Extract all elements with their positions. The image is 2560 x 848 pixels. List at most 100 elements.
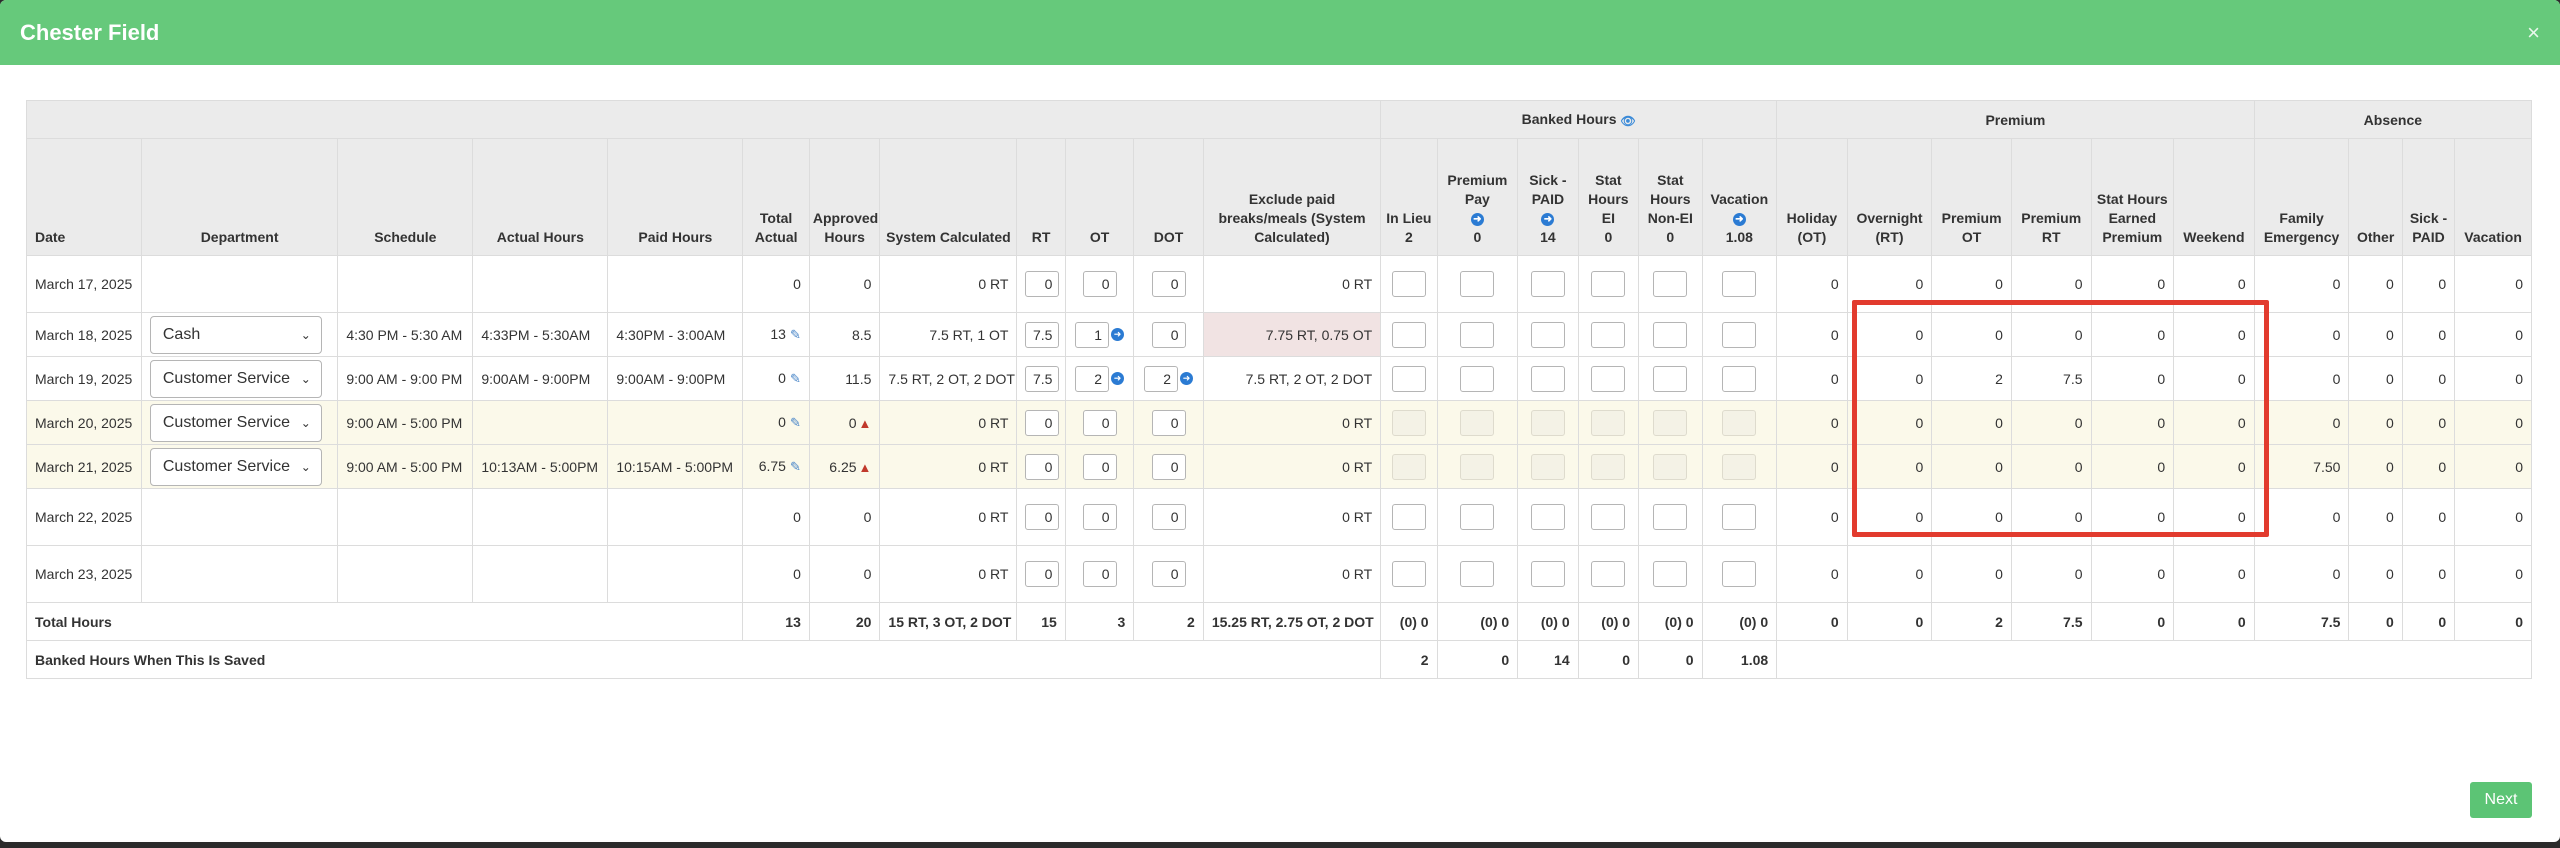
stat-ei-input[interactable] (1591, 271, 1626, 297)
premium-pay-input[interactable] (1460, 504, 1495, 530)
chevron-down-icon: ⌄ (300, 459, 311, 474)
ot-input[interactable]: 0 (1082, 271, 1117, 297)
in-lieu-input[interactable] (1391, 561, 1426, 587)
stat-ei-input[interactable] (1591, 365, 1626, 392)
pencil-icon[interactable]: ✎ (789, 327, 801, 342)
ot-input[interactable]: 0 (1082, 409, 1117, 436)
department-select[interactable]: Customer Service ⌄ (149, 447, 322, 486)
col-actual-hours: Actual Hours (472, 138, 609, 256)
dot-cell: 0 (1133, 545, 1204, 603)
in-lieu-input[interactable] (1391, 271, 1426, 297)
arrow-right-icon[interactable]: ➜ (1180, 372, 1194, 385)
dot-input[interactable]: 0 (1151, 453, 1186, 480)
eye-icon[interactable]: 👁 (1620, 113, 1636, 128)
next-button[interactable]: Next (2470, 782, 2532, 818)
vacation-bank-input[interactable] (1722, 365, 1757, 392)
stat-non-ei-input[interactable] (1653, 365, 1688, 392)
vacation-absence-total: 0 (2454, 602, 2532, 641)
premium-pay-input[interactable] (1460, 271, 1495, 297)
rt-cell: 7.5 (1016, 312, 1066, 357)
dot-input[interactable]: 0 (1151, 561, 1186, 587)
vacation-absence-cell: 0 (2454, 312, 2532, 357)
paid-hours-cell: 10:15AM - 5:00PM (607, 444, 744, 489)
arrow-right-icon[interactable]: ➜ (1732, 212, 1746, 226)
premium-pay-input[interactable] (1460, 365, 1495, 392)
sick-paid-input[interactable] (1530, 365, 1565, 392)
vacation-bank-input[interactable] (1722, 321, 1757, 348)
arrow-right-icon[interactable]: ➜ (1111, 372, 1125, 385)
col-vacation-absence: Vacation (2454, 138, 2532, 256)
sick-paid-input[interactable] (1530, 271, 1565, 297)
vacation-bank-input[interactable] (1722, 271, 1757, 297)
dot-input[interactable]: 0 (1151, 271, 1186, 297)
premium-pay-cell (1436, 312, 1519, 357)
in-lieu-cell (1380, 488, 1438, 546)
sick-paid-absence-cell: 0 (2401, 400, 2456, 445)
ot-input[interactable]: 0 (1082, 561, 1117, 587)
rt-input[interactable]: 0 (1025, 453, 1060, 480)
rt-input[interactable]: 7.5 (1025, 321, 1060, 348)
vacation-bank-input[interactable] (1722, 504, 1757, 530)
dot-input[interactable]: 0 (1151, 321, 1186, 348)
department-select[interactable]: Customer Service ⌄ (149, 359, 322, 398)
table-row: March 22, 2025 0 0 0 RT 0 0 0 0 RT 0 0 0 0 0 0 0 0 0 0 (26, 488, 2532, 546)
premium-pay-input[interactable] (1460, 561, 1495, 587)
stat-non-ei-input[interactable] (1653, 504, 1688, 530)
actual-hours-cell (472, 545, 609, 603)
weekend-cell: 0 (2173, 400, 2255, 445)
premium-pay-input[interactable] (1460, 321, 1495, 348)
stat-earned-cell: 0 (2090, 488, 2175, 546)
arrow-right-icon[interactable]: ➜ (1541, 212, 1555, 226)
actual-hours-cell (472, 255, 609, 313)
stat-non-ei-input[interactable] (1653, 561, 1688, 587)
in-lieu-input[interactable] (1391, 504, 1426, 530)
arrow-right-icon[interactable]: ➜ (1111, 328, 1125, 341)
rt-input[interactable]: 0 (1025, 409, 1060, 436)
in-lieu-cell (1380, 356, 1438, 401)
sick-paid-cell (1517, 444, 1579, 489)
pencil-icon[interactable]: ✎ (789, 459, 801, 474)
pencil-icon[interactable]: ✎ (789, 415, 801, 430)
sick-paid-input[interactable] (1530, 561, 1565, 587)
stat-non-ei-input[interactable] (1653, 321, 1688, 348)
in-lieu-input[interactable] (1391, 321, 1426, 348)
department-select[interactable]: Customer Service ⌄ (149, 403, 322, 442)
department-select[interactable]: Cash ⌄ (149, 315, 322, 354)
col-stat-ei: Stat Hours EI 0 (1577, 138, 1640, 256)
ot-input[interactable]: 1 (1075, 321, 1110, 348)
rt-input[interactable]: 0 (1025, 271, 1060, 297)
vacation-bank-input[interactable] (1722, 561, 1757, 587)
stat-ei-input[interactable] (1591, 321, 1626, 348)
rt-cell: 0 (1016, 255, 1066, 313)
overnight-rt-cell: 0 (1846, 488, 1933, 546)
stat-ei-input[interactable] (1591, 504, 1626, 530)
dot-input[interactable]: 2 (1144, 365, 1179, 392)
sick-paid-input[interactable] (1530, 504, 1565, 530)
stat-non-ei-input[interactable] (1653, 271, 1688, 297)
stat-earned-cell: 0 (2090, 255, 2175, 313)
ot-cell: 0 (1064, 400, 1135, 445)
arrow-right-icon[interactable]: ➜ (1470, 212, 1484, 226)
stat-ei-input[interactable] (1591, 561, 1626, 587)
ot-input[interactable]: 2 (1075, 365, 1110, 392)
rt-input[interactable]: 0 (1025, 504, 1060, 530)
family-emergency-cell: 0 (2253, 488, 2350, 546)
dot-input[interactable]: 0 (1151, 409, 1186, 436)
pencil-icon[interactable]: ✎ (789, 371, 801, 386)
in-lieu-cell (1380, 545, 1438, 603)
schedule-cell (337, 545, 474, 603)
ot-input[interactable]: 0 (1082, 504, 1117, 530)
dot-input[interactable]: 0 (1151, 504, 1186, 530)
banked-when-saved-row: Banked Hours When This Is Saved 2 0 14 0 0 1.0… (25, 640, 2532, 679)
close-icon[interactable]: × (2527, 19, 2540, 45)
ot-input[interactable]: 0 (1082, 453, 1117, 480)
rt-total: 15 (1016, 602, 1066, 641)
ot-total: 3 (1064, 602, 1135, 641)
approved-hours-cell: 11.5 (808, 356, 881, 401)
stat-ei-cell (1577, 488, 1640, 546)
rt-input[interactable]: 7.5 (1025, 365, 1060, 392)
rt-input[interactable]: 0 (1025, 561, 1060, 587)
sick-paid-input[interactable] (1530, 321, 1565, 348)
in-lieu-input[interactable] (1391, 365, 1426, 392)
system-calculated-cell: 0 RT (879, 255, 1018, 313)
